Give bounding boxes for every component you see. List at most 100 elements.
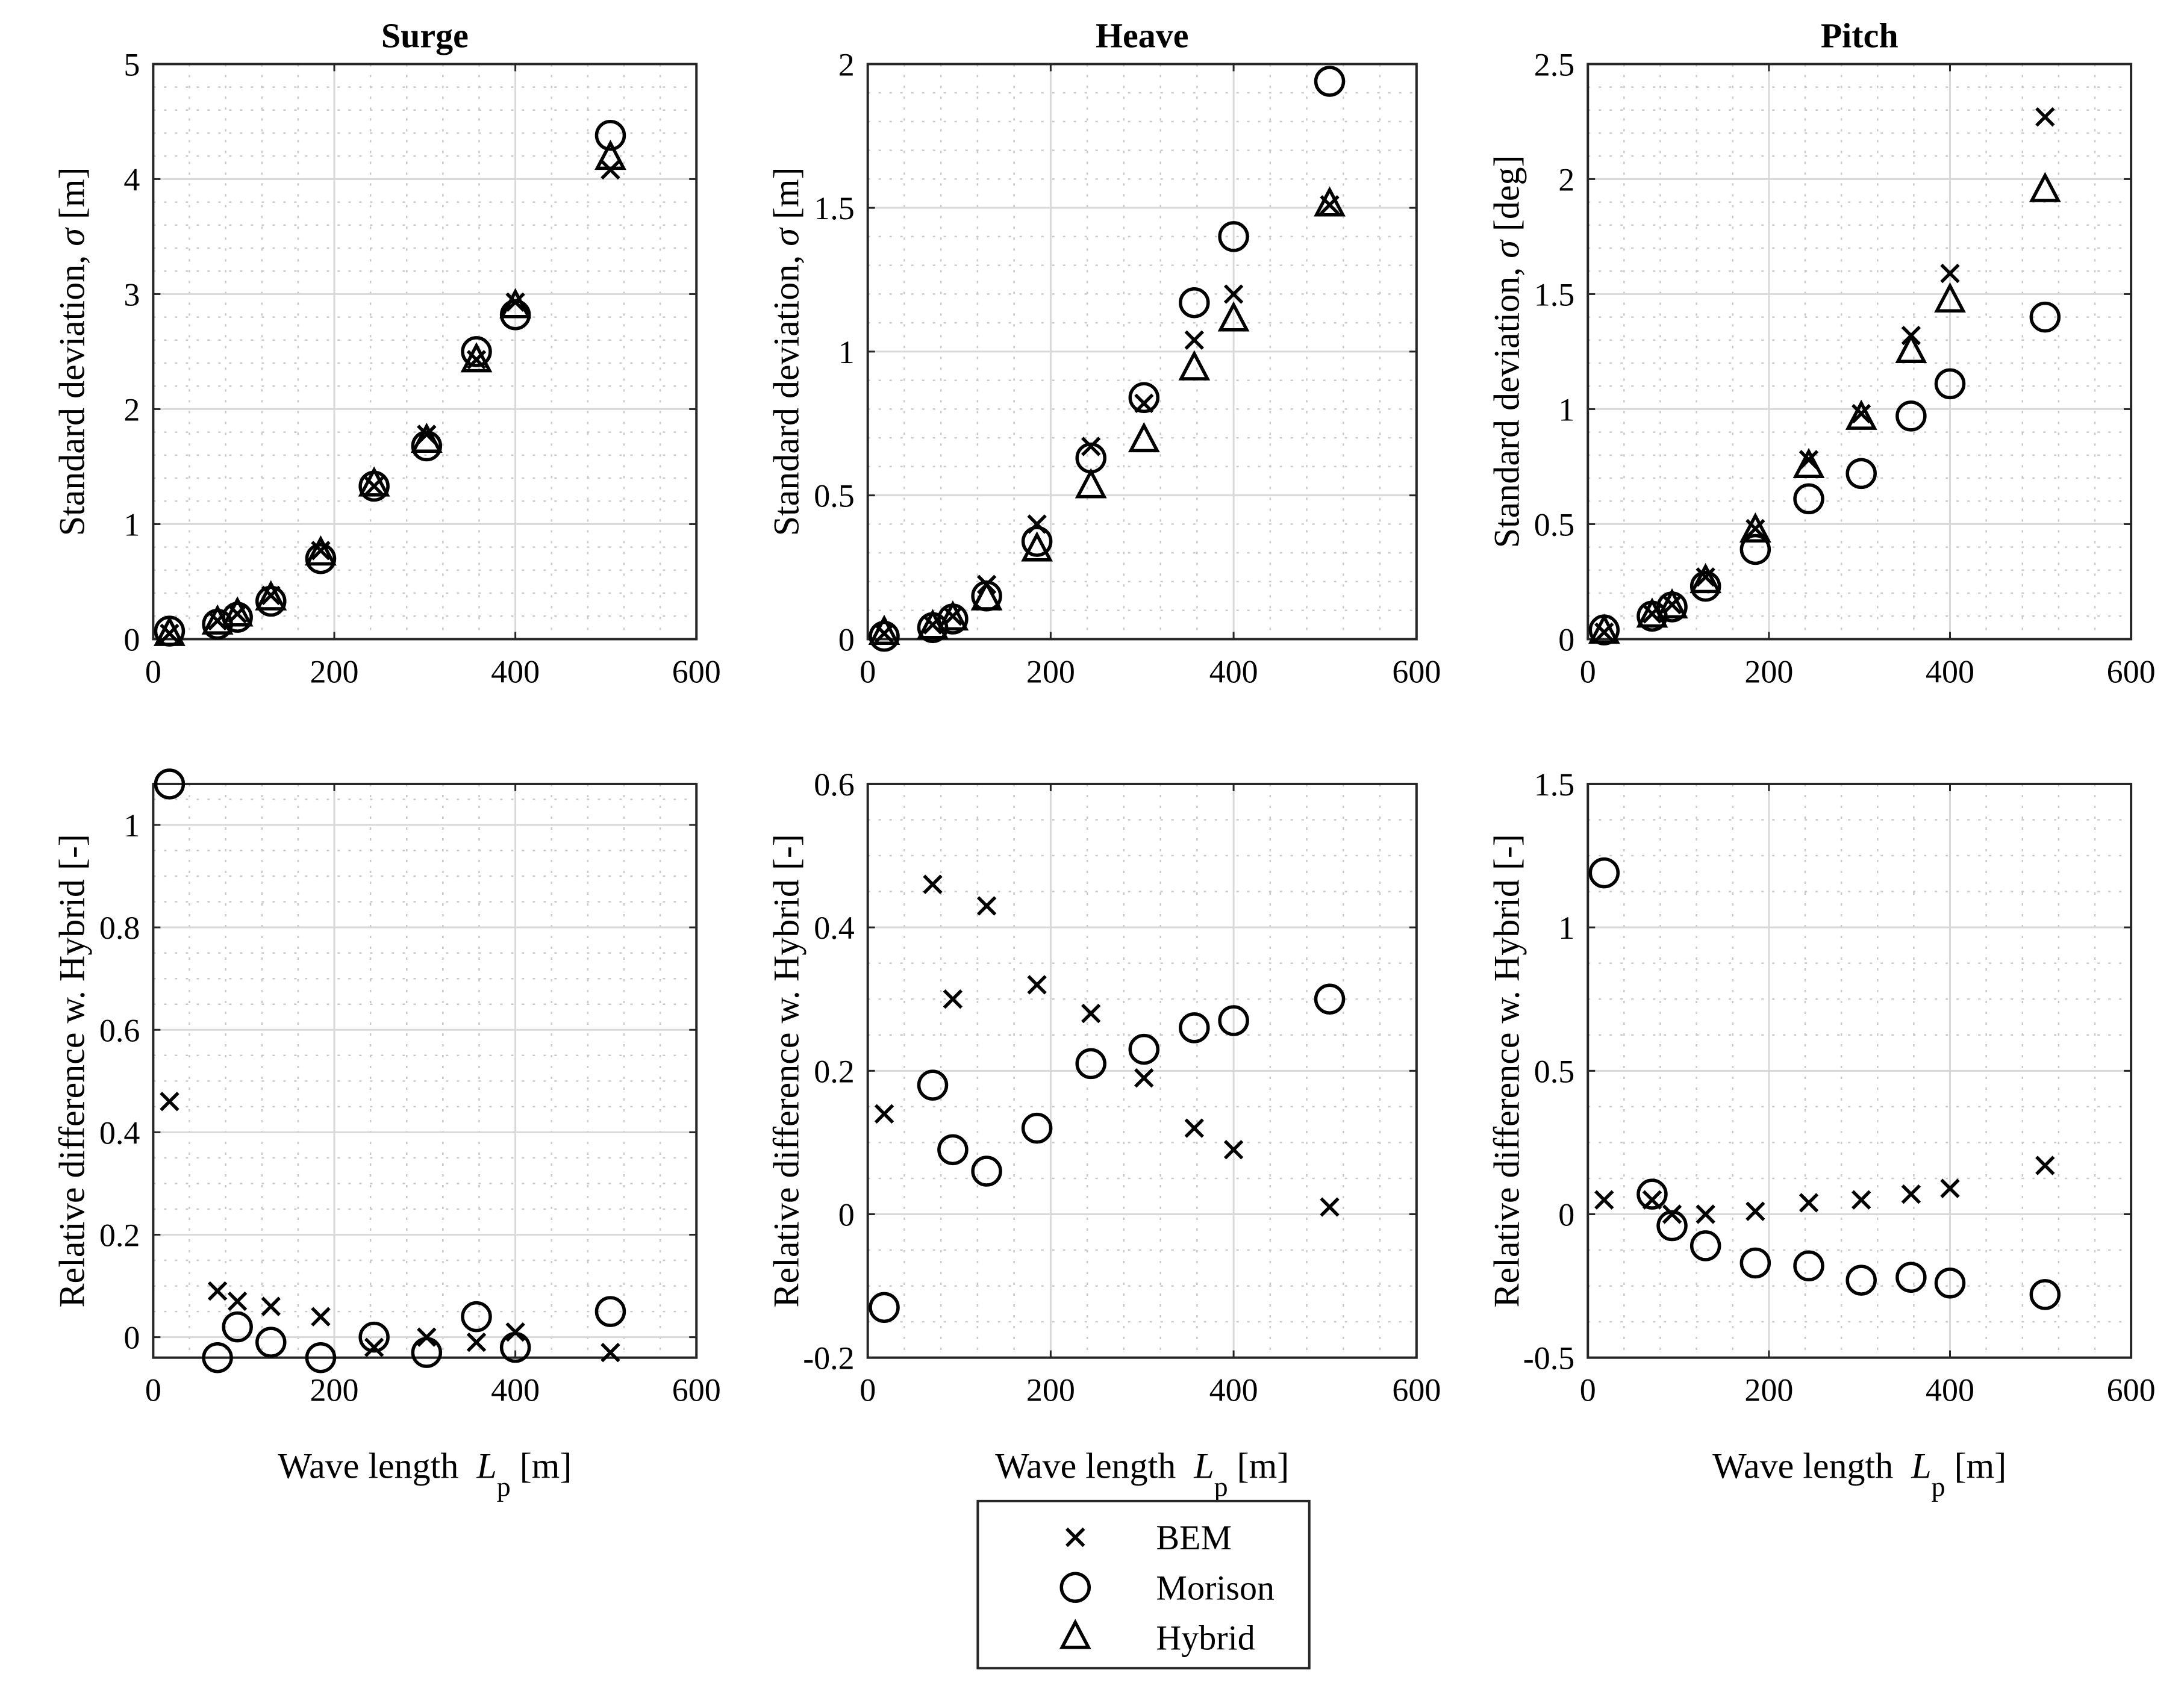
bem-point xyxy=(1320,1197,1340,1217)
bem-point xyxy=(1081,1003,1101,1024)
bem-point xyxy=(1223,1140,1244,1160)
bem-point xyxy=(2035,1156,2055,1175)
morison-point xyxy=(1934,1268,1966,1299)
y-tick-label: 0.5 xyxy=(1534,1053,1575,1089)
morison-point xyxy=(1218,221,1249,252)
hybrid-point xyxy=(868,614,900,645)
x-tick-label: 400 xyxy=(1209,653,1258,689)
minor-grid xyxy=(1588,64,2132,639)
y-axis-label: Relative difference w. Hybrid [-] xyxy=(767,834,807,1307)
hybrid-point xyxy=(1128,421,1160,453)
hybrid-point xyxy=(1739,512,1771,543)
major-grid xyxy=(153,64,697,639)
morison-point xyxy=(154,768,186,800)
hybrid-point xyxy=(154,615,186,646)
hybrid-point xyxy=(1689,562,1722,594)
y-axis-label: Relative difference w. Hybrid [-] xyxy=(1487,834,1526,1307)
hybrid-point xyxy=(970,580,1003,611)
legend-label: Hybrid xyxy=(1156,1619,1255,1658)
morison-point xyxy=(1895,400,1927,432)
x-tick-label: 200 xyxy=(1744,653,1793,689)
morison-point xyxy=(1314,983,1346,1015)
subplot-3: 0 200 400 600 0 0.5 1 1.5 2 2.5 Pitch Standard devi… xyxy=(1487,16,2155,689)
plot-area xyxy=(153,783,697,1358)
morison-point xyxy=(971,1156,1002,1187)
hybrid-point xyxy=(410,422,443,453)
plot-area xyxy=(153,64,697,639)
bem-point xyxy=(1851,1190,1871,1210)
morison-point xyxy=(1179,1012,1210,1044)
hybrid-point xyxy=(221,596,254,627)
bem-point xyxy=(1594,1190,1614,1210)
axes-frame xyxy=(1587,63,2133,641)
legend-marker-hybrid xyxy=(1059,1619,1091,1649)
morison-point xyxy=(461,1301,492,1333)
y-tick-label: 0.2 xyxy=(814,1053,855,1089)
x-tick-label: 0 xyxy=(145,1372,161,1408)
morison-point xyxy=(1845,1264,1877,1296)
hybrid-point xyxy=(1178,350,1211,381)
hybrid-point xyxy=(1075,468,1107,499)
x-tick-label: 200 xyxy=(1026,653,1075,689)
morison-point xyxy=(2029,301,2061,333)
series-hybrid xyxy=(1588,172,2061,644)
y-axis-label: Standard deviation, σ [m] xyxy=(767,167,807,537)
hybrid-point xyxy=(1934,282,1966,313)
hybrid-point xyxy=(1021,531,1053,562)
x-tick-label: 600 xyxy=(672,1372,721,1408)
subplot-4: 0 200 400 600 0 0.2 0.4 0.6 0.8 1 Relative differe… xyxy=(52,768,721,1502)
morison-point xyxy=(1739,1247,1771,1279)
y-tick-label: 1 xyxy=(1558,910,1574,946)
x-tick-label: 0 xyxy=(1580,653,1596,689)
hybrid-point xyxy=(1314,186,1346,217)
morison-point xyxy=(499,1331,531,1363)
hybrid-point xyxy=(1636,597,1668,628)
y-tick-label: 0.6 xyxy=(814,767,855,803)
hybrid-point xyxy=(460,342,493,373)
morison-point xyxy=(1021,526,1053,557)
x-tick-label: 600 xyxy=(1392,653,1441,689)
bem-point xyxy=(1134,1068,1154,1088)
y-tick-label: 5 xyxy=(123,46,140,82)
y-tick-label: 1 xyxy=(838,334,855,370)
bem-point xyxy=(261,1296,281,1316)
y-tick-label: 1 xyxy=(123,506,140,543)
hybrid-point xyxy=(201,604,234,635)
legend-entry-hybrid: Hybrid xyxy=(1059,1619,1255,1658)
morison-point xyxy=(305,543,337,574)
x-tick-label: 400 xyxy=(1926,653,1974,689)
morison-point xyxy=(1793,483,1824,515)
y-tick-label: 1.5 xyxy=(814,190,855,226)
subplot-title: Surge xyxy=(381,16,469,55)
subplot-1: 0 200 400 600 0 1 2 3 4 5 Surge Standard deviation,… xyxy=(52,16,720,689)
y-tick-label: 0.4 xyxy=(814,910,855,946)
hybrid-point xyxy=(358,466,390,497)
y-axis-label: Standard deviation, σ [deg] xyxy=(1487,155,1526,549)
series-bem xyxy=(1594,1156,2055,1224)
y-axis-label: Standard deviation, σ [m] xyxy=(52,167,92,537)
y-tick-label: 2 xyxy=(838,46,855,82)
x-tick-label: 400 xyxy=(491,653,540,689)
x-tick-label: 400 xyxy=(1209,1372,1258,1408)
legend-entry-morison: Morison xyxy=(1059,1568,1275,1607)
x-tick-label: 0 xyxy=(860,653,876,689)
morison-point xyxy=(202,1342,233,1373)
bem-point xyxy=(1851,403,1871,424)
morison-point xyxy=(411,1337,443,1368)
morison-point xyxy=(937,1134,969,1166)
hybrid-point xyxy=(1792,447,1825,479)
legend-marker-morison xyxy=(1059,1572,1091,1603)
bem-point xyxy=(1027,975,1047,995)
y-axis-label: Relative difference w. Hybrid [-] xyxy=(52,834,92,1307)
bem-point xyxy=(943,606,963,626)
y-tick-label: 0 xyxy=(123,621,140,658)
bem-point xyxy=(943,989,963,1009)
x-tick-label: 600 xyxy=(2107,653,2156,689)
morison-point xyxy=(1128,382,1160,414)
morison-point xyxy=(1689,570,1721,602)
bem-point xyxy=(1746,1201,1765,1221)
series-bem xyxy=(874,874,1340,1217)
minor-grid xyxy=(1588,783,2132,1358)
x-tick-label: 200 xyxy=(1744,1372,1793,1408)
